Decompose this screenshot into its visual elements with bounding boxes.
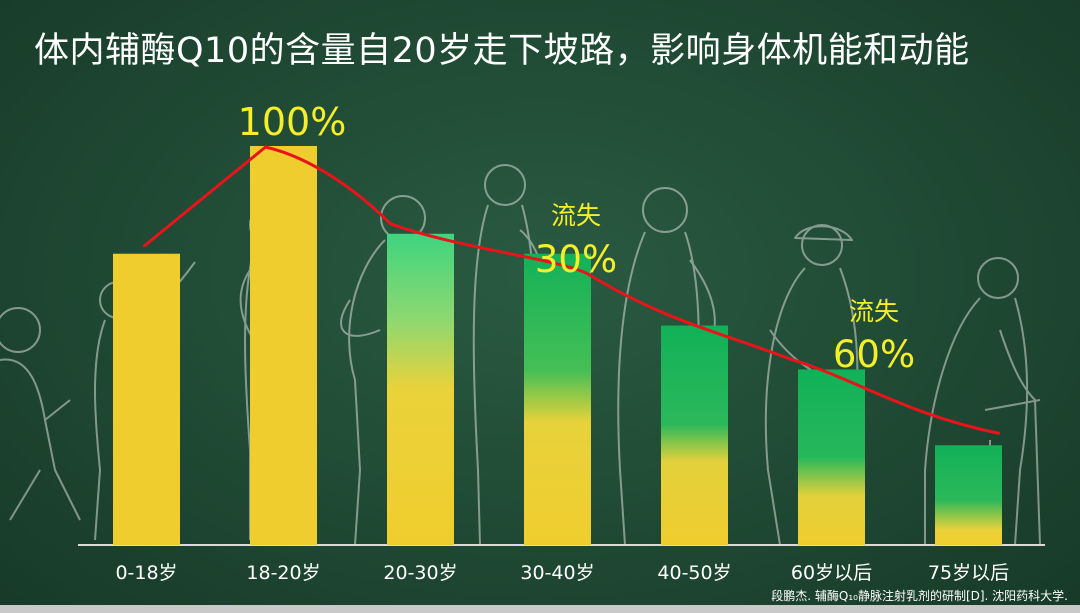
tick-label-60-plus: 60岁以后 [791, 562, 872, 584]
bar-40-50 [661, 325, 728, 545]
annotation-loss-value-60: 60% [833, 333, 915, 376]
trend-line [143, 145, 1000, 435]
tick-label-30-40: 30-40岁 [520, 562, 594, 584]
annotation-loss-value-30: 30% [535, 238, 617, 281]
bar-18-20 [250, 146, 317, 545]
source-citation: 段鹏杰. 辅酶Q₁₀静脉注射乳剂的研制[D]. 沈阳药科大学. [771, 589, 1068, 603]
chart-title: 体内辅酶Q10的含量自20岁走下坡路，影响身体机能和动能 [34, 31, 970, 71]
tick-label-18-20: 18-20岁 [246, 562, 320, 584]
tick-label-20-30: 20-30岁 [383, 562, 457, 584]
bar-75-plus [935, 445, 1002, 545]
tick-label-40-50: 40-50岁 [657, 562, 731, 584]
peak-label-100: 100% [238, 100, 347, 144]
bar-20-30 [387, 233, 454, 545]
tick-label-75-plus: 75岁以后 [928, 562, 1009, 584]
tick-label-0-18: 0-18岁 [115, 562, 177, 584]
annotation-loss-label-2: 流失 [849, 297, 899, 326]
bottom-strip [0, 605, 1080, 613]
bar-0-18 [113, 253, 180, 546]
bar-30-40 [524, 253, 591, 546]
bar-60-plus [798, 369, 865, 545]
bar-series [113, 146, 1002, 546]
annotation-loss-label-1: 流失 [551, 201, 601, 230]
